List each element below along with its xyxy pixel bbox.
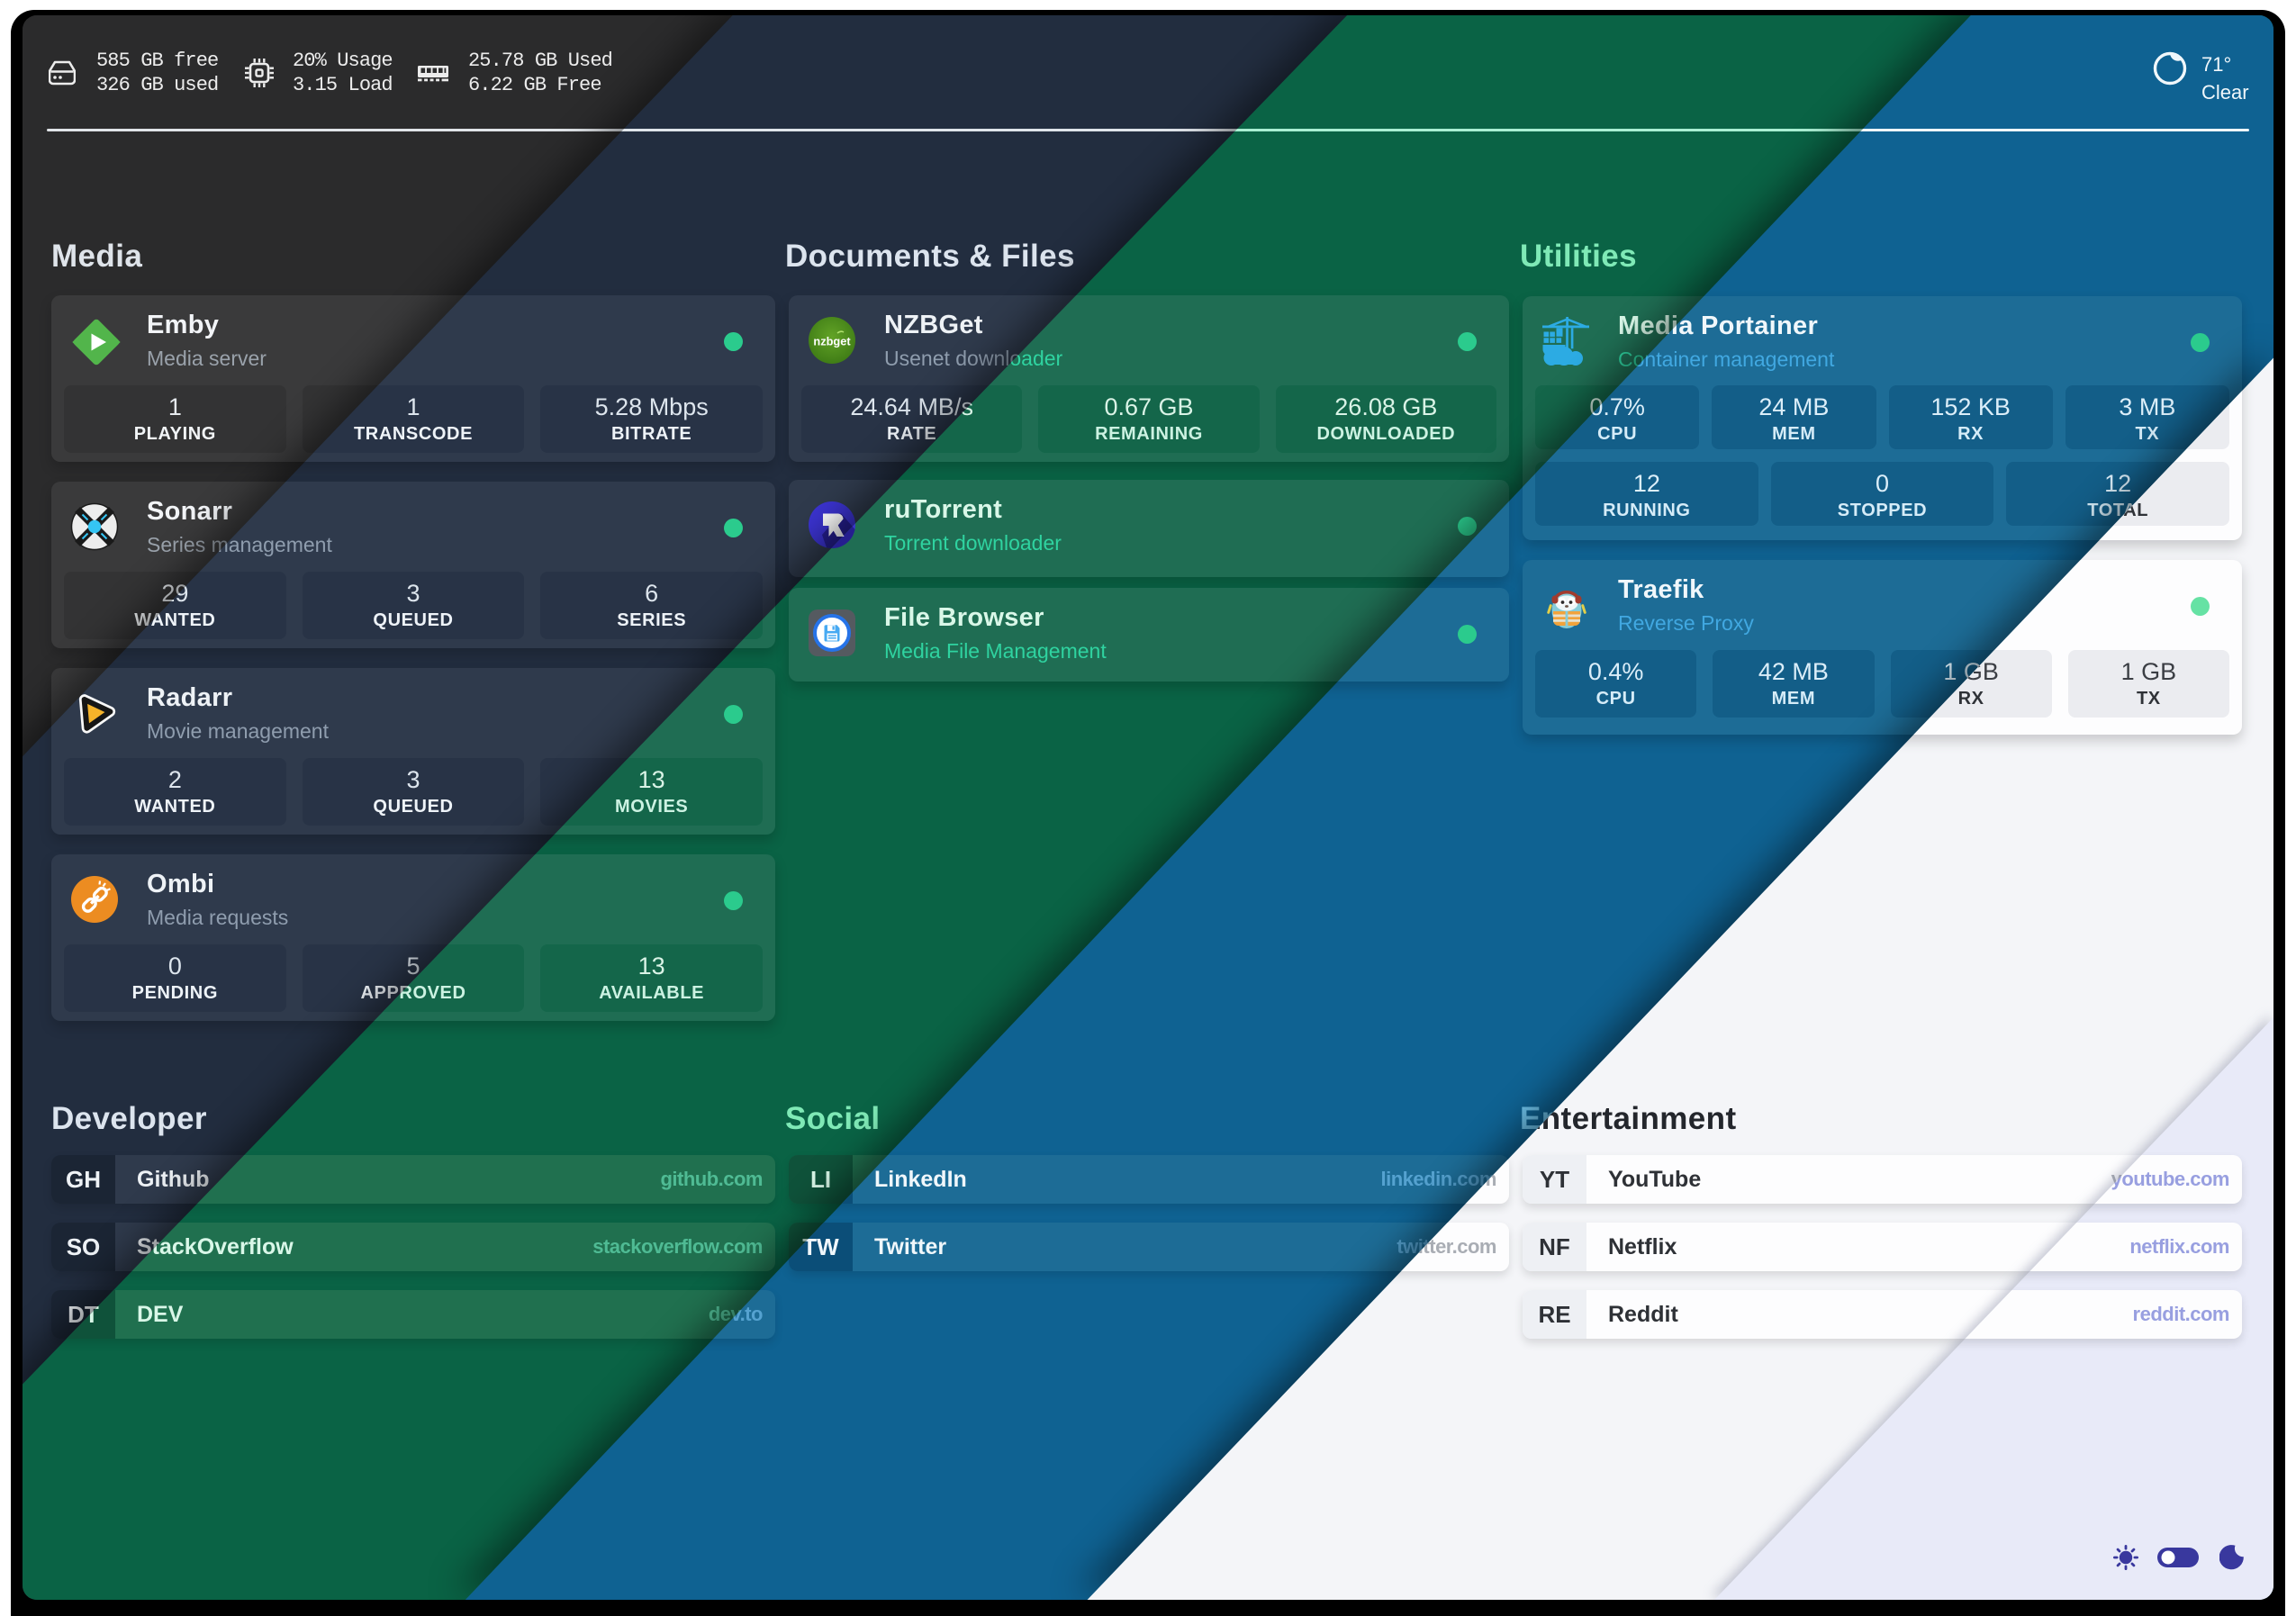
svg-text:nzbget: nzbget: [813, 335, 851, 348]
svg-text:nzbget: nzbget: [813, 335, 851, 348]
